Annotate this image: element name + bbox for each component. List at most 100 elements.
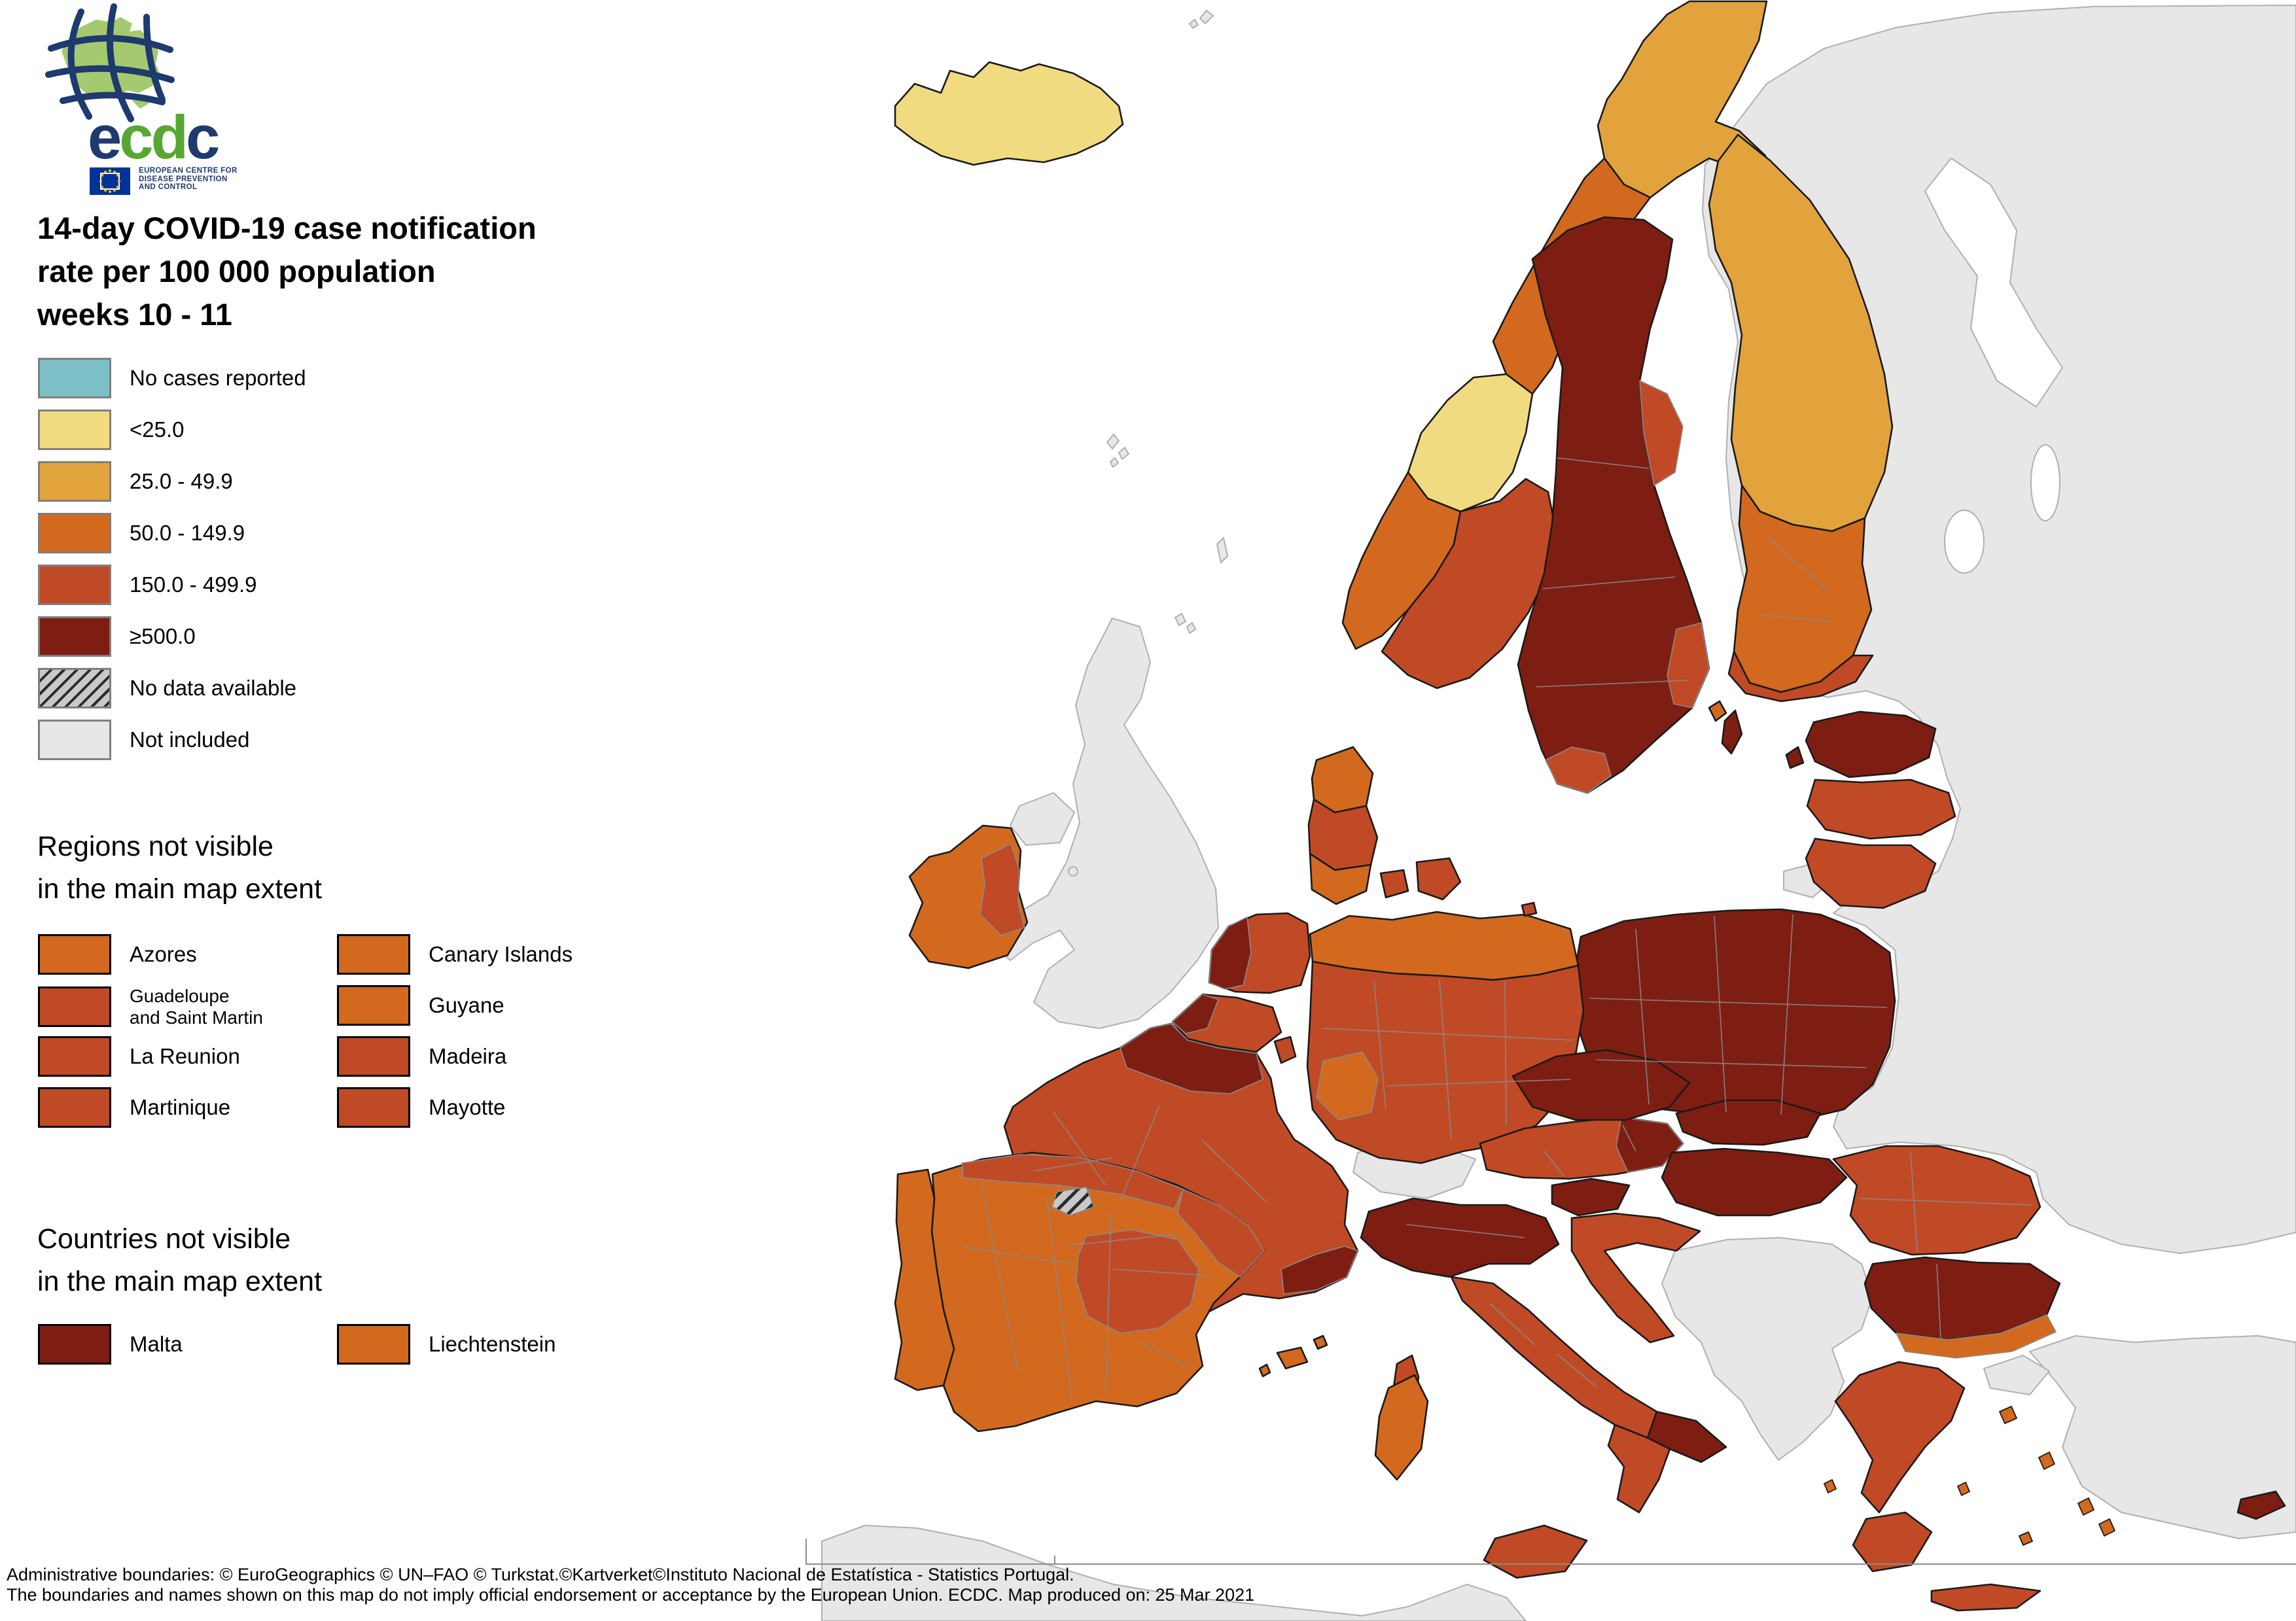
island-aland xyxy=(1708,700,1727,722)
lake-ladoga xyxy=(1944,510,1985,574)
region-france-southeast xyxy=(1280,1246,1358,1295)
globe-parallel-1 xyxy=(48,35,173,53)
country-romania xyxy=(1832,1145,2041,1256)
island-sardinia xyxy=(1374,1374,1429,1481)
region-swatch-guyane xyxy=(337,985,410,1026)
region-denmark-south xyxy=(1309,852,1372,905)
region-belgium-west xyxy=(1172,994,1219,1034)
country-united-kingdom xyxy=(994,618,1219,1029)
legend-swatch-no-data xyxy=(38,668,111,708)
legend-item-ge500: ≥500.0 xyxy=(38,616,196,657)
legend-swatch-50-149 xyxy=(38,513,111,553)
region-netherlands-west xyxy=(1209,916,1252,990)
region-sweden-skane xyxy=(1545,746,1612,793)
island-crete xyxy=(1930,1583,2041,1612)
region-italy-north xyxy=(1360,1197,1560,1278)
regions-note-heading: Regions not visible in the main map exte… xyxy=(37,831,323,905)
globe-parallel-3 xyxy=(60,92,166,105)
region-northern-ireland xyxy=(1010,792,1075,846)
countries-note-heading: Countries not visible in the main map ex… xyxy=(37,1223,323,1297)
legend-item-150-499: 150.0 - 499.9 xyxy=(38,565,257,605)
lake-onega xyxy=(2030,444,2060,521)
country-lithuania xyxy=(1805,837,1937,909)
legend-swatch-ge500 xyxy=(38,616,111,657)
region-item-guadeloupe: Guadeloupe and Saint Martin xyxy=(38,985,263,1028)
region-spain-north-coast xyxy=(961,1154,1184,1210)
region-swatch-guadeloupe xyxy=(38,986,111,1027)
legend-item-not-included: Not included xyxy=(38,720,249,760)
region-spain-la-rioja xyxy=(1051,1187,1095,1216)
country-swatch-malta xyxy=(38,1324,111,1365)
western-balkans xyxy=(1661,1237,1873,1461)
legend-swatch-150-499 xyxy=(38,565,111,605)
country-turkey-thrace xyxy=(1983,1355,2050,1395)
region-item-azores: Azores xyxy=(38,934,197,975)
shetland-orkney xyxy=(1174,537,1228,634)
greek-islands xyxy=(1824,1406,2115,1546)
region-spain-center xyxy=(1076,1229,1199,1334)
region-denmark-islands xyxy=(1379,857,1538,917)
globe-meridian-2 xyxy=(106,3,134,122)
eu-flag-stars xyxy=(99,169,120,193)
country-cyprus xyxy=(2236,1490,2286,1520)
legend-item-no-cases: No cases reported xyxy=(38,358,306,398)
country-latvia xyxy=(1806,778,1956,840)
legend-swatch-lt25 xyxy=(38,410,111,450)
region-denmark-north xyxy=(1311,746,1374,814)
globe-parallel-2 xyxy=(45,65,175,83)
region-item-canary-islands: Canary Islands xyxy=(337,934,573,975)
region-item-guyane: Guyane xyxy=(337,985,504,1026)
country-estonia xyxy=(1785,710,1937,778)
region-item-madeira: Madeira xyxy=(337,1036,506,1077)
region-france-north xyxy=(1120,1023,1263,1094)
map-frame xyxy=(805,1539,2296,1565)
region-spain-catalonia xyxy=(1177,1189,1265,1278)
region-item-la-reunion: La Reunion xyxy=(38,1036,240,1077)
region-sweden-stockholm xyxy=(1667,622,1710,708)
white-sea xyxy=(1924,158,2063,408)
map-title: 14-day COVID-19 case notification rate p… xyxy=(37,211,537,332)
footer-line-1: Administrative boundaries: © EuroGeograp… xyxy=(7,1565,1074,1584)
legend-item-lt25: <25.0 xyxy=(38,410,185,450)
country-czechia xyxy=(1511,1049,1691,1121)
country-hungary xyxy=(1661,1147,1848,1217)
country-luxembourg xyxy=(1273,1036,1297,1064)
footer-attribution: Administrative boundaries: © EuroGeograp… xyxy=(7,1565,1254,1605)
globe-meridian-3 xyxy=(143,14,166,103)
country-slovenia xyxy=(1551,1177,1631,1217)
region-swatch-madeira xyxy=(337,1036,410,1077)
region-italy-south xyxy=(1607,1423,1671,1514)
region-boundaries xyxy=(961,457,2033,1401)
ecdc-wordmark: ecdc xyxy=(88,103,220,171)
country-sweden xyxy=(1517,216,1710,794)
legend-item-no-data: No data available xyxy=(38,668,296,708)
country-item-liechtenstein: Liechtenstein xyxy=(337,1324,556,1365)
legend-item-50-149: 50.0 - 149.9 xyxy=(38,513,245,553)
jan-mayen xyxy=(1189,10,1214,29)
balearic-islands xyxy=(1258,1334,1328,1378)
country-greece xyxy=(1834,1361,1966,1573)
region-swatch-mayotte xyxy=(337,1087,410,1128)
legend-swatch-25-49 xyxy=(38,461,111,502)
country-item-malta: Malta xyxy=(38,1324,183,1365)
region-swatch-la-reunion xyxy=(38,1036,111,1077)
region-swatch-martinique xyxy=(38,1087,111,1128)
region-item-mayotte: Mayotte xyxy=(337,1087,505,1128)
region-item-martinique: Martinique xyxy=(38,1087,230,1128)
region-norway-southeast xyxy=(1381,478,1557,689)
island-gotland xyxy=(1721,709,1743,755)
globe-meridian-1 xyxy=(67,9,92,120)
eu-flag xyxy=(90,167,130,195)
north-africa xyxy=(821,1525,1527,1621)
region-austria-east xyxy=(1616,1117,1684,1173)
region-swatch-azores xyxy=(38,934,111,975)
region-ireland-east xyxy=(980,843,1025,936)
region-rheinland-pfalz xyxy=(1316,1051,1379,1121)
ecdc-org-name: EUROPEAN CENTRE FOR DISEASE PREVENTION A… xyxy=(139,167,238,191)
legend-item-25-49: 25.0 - 49.9 xyxy=(38,461,233,502)
ecdc-logo-globe xyxy=(45,3,175,122)
country-turkey xyxy=(2029,1335,2296,1539)
footer-line-2: The boundaries and names shown on this m… xyxy=(7,1585,1255,1605)
region-sweden-coast xyxy=(1639,380,1684,486)
